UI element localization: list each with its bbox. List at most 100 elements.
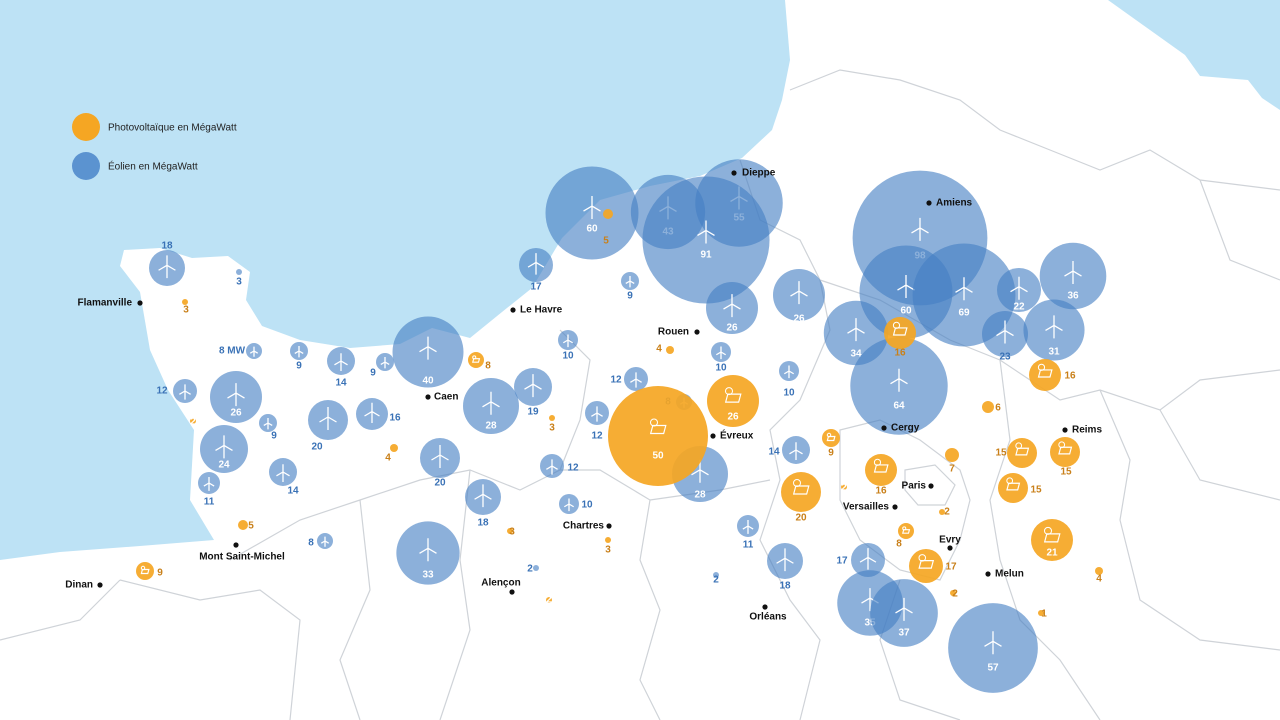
wind-label: 18: [477, 518, 489, 529]
solar-bubble: [190, 418, 196, 424]
wind-icon: [789, 442, 803, 461]
wind-label: 28: [694, 490, 706, 501]
city-dot: [425, 394, 431, 400]
wind-icon: [790, 281, 808, 305]
panel-icon: [1037, 369, 1053, 378]
solar-label: 1: [1041, 609, 1047, 620]
wind-label: 9: [296, 361, 302, 372]
wind-label: 9: [271, 431, 277, 442]
city-dot: [762, 604, 768, 610]
solar-bubble: [546, 597, 552, 603]
city-label: Amiens: [936, 198, 973, 209]
solar-bubble: [603, 209, 613, 219]
wind-icon: [524, 374, 542, 398]
solar-bubbles: 5026161669162071515152117884534593332222…: [136, 209, 1103, 620]
sea: [1108, 0, 1280, 110]
solar-label: 2: [190, 417, 196, 428]
solar-label: 16: [894, 348, 906, 359]
wind-icon: [482, 391, 500, 415]
panel-icon: [792, 485, 810, 495]
wind-label: 26: [793, 314, 805, 325]
solar-label: 3: [183, 305, 189, 316]
solar-bubble: [950, 590, 956, 596]
wind-icon: [847, 318, 865, 342]
solar-label: 26: [727, 412, 739, 423]
solar-label: 5: [248, 521, 254, 532]
wind-label: 2: [527, 564, 533, 575]
wind-label: 33: [422, 570, 434, 581]
wind-label: 14: [768, 447, 780, 458]
wind-label: 10: [562, 351, 574, 362]
solar-bubble: [1029, 359, 1061, 391]
panel-icon: [918, 560, 935, 569]
panel-icon: [873, 464, 889, 473]
city-label: Melun: [995, 569, 1024, 580]
wind-label: 17: [530, 282, 542, 293]
wind-label: 12: [610, 375, 622, 386]
wind-label: 3: [236, 277, 242, 288]
solar-bubble: [1031, 519, 1073, 561]
solar-bubble: [781, 472, 821, 512]
wind-label: 8: [308, 538, 314, 549]
wind-icon: [563, 498, 575, 512]
solar-bubble: [1038, 610, 1044, 616]
wind-label: 64: [893, 401, 905, 412]
city-dot: [510, 307, 516, 313]
panel-icon: [140, 568, 150, 575]
cities: Dieppe Amiens Le Havre Flamanville Rouen Caen…: [65, 168, 1102, 623]
wind-label: 12: [591, 431, 603, 442]
city-dot: [137, 300, 143, 306]
wind-icon: [911, 217, 929, 241]
wind-icon: [996, 320, 1014, 344]
solar-label: 3: [605, 545, 611, 556]
wind-icon: [715, 346, 727, 360]
wind-icon: [203, 476, 215, 491]
wind-label: 9: [627, 291, 633, 302]
solar-bubble: [898, 523, 914, 539]
wind-icon: [897, 275, 915, 299]
solar-label: 5: [603, 236, 609, 247]
city-dot: [947, 545, 953, 551]
wind-icon: [215, 435, 233, 459]
wind-icon: [431, 445, 449, 468]
legend: Photovoltaïque en MégaWatt Éolien en Még…: [72, 113, 237, 180]
city-dot: [985, 571, 991, 577]
city-label: Dieppe: [742, 168, 776, 179]
wind-icon: [984, 631, 1002, 655]
wind-icon: [776, 548, 794, 572]
wind-label: 20: [311, 442, 323, 453]
solar-label: 17: [945, 562, 957, 573]
solar-bubble: [865, 454, 897, 486]
wind-icon: [783, 365, 795, 379]
solar-label: 6: [995, 403, 1001, 414]
panel-icon: [1015, 447, 1030, 456]
wind-label: 19: [527, 407, 539, 418]
solar-label: 2: [944, 507, 950, 518]
solar-label: 3: [549, 423, 555, 434]
solar-bubble: [136, 562, 154, 580]
solar-label: 9: [828, 448, 834, 459]
wind-icon: [742, 519, 754, 534]
solar-bubble: [1095, 567, 1103, 575]
solar-label: 7: [949, 464, 955, 475]
solar-label: 4: [1096, 574, 1102, 585]
wind-label: 35: [864, 618, 876, 629]
wind-icon: [890, 368, 908, 392]
city-dot: [892, 504, 898, 510]
solar-bubble: [822, 429, 840, 447]
wind-label: 8 MW: [219, 346, 246, 357]
panel-icon: [1006, 482, 1021, 491]
wind-icon: [276, 464, 290, 483]
wind-icon: [723, 294, 741, 318]
wind-icon: [625, 276, 635, 288]
city-label: Alençon: [481, 578, 520, 589]
wind-icon: [364, 402, 380, 424]
city-label: Évreux: [720, 429, 754, 442]
wind-icon: [263, 418, 273, 430]
wind-label: 69: [958, 308, 970, 319]
city-dot: [881, 425, 887, 431]
solar-label: 20: [795, 513, 807, 524]
solar-label: 9: [157, 568, 163, 579]
wind-label: 11: [743, 540, 754, 551]
